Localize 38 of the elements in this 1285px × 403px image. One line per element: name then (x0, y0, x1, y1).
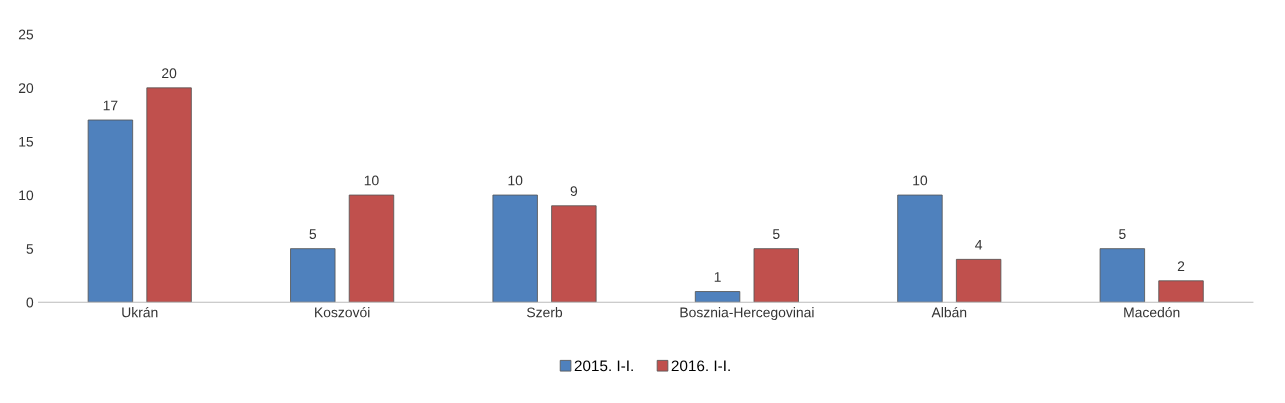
y-tick-label: 25 (18, 29, 34, 40)
bar (290, 248, 336, 303)
bar (492, 194, 538, 303)
x-tick-label: Albán (931, 306, 967, 318)
data-label: 10 (364, 175, 379, 186)
bar (146, 87, 192, 303)
x-tick-label: Ukrán (122, 306, 158, 318)
bar (348, 194, 395, 303)
data-label: 9 (570, 186, 578, 197)
data-label: 2 (1177, 261, 1185, 271)
data-label: 5 (1119, 229, 1126, 239)
bar (1099, 248, 1146, 303)
data-label: 5 (309, 229, 317, 239)
y-tick-label: 15 (19, 136, 34, 147)
bar (897, 194, 943, 303)
bar (694, 291, 741, 303)
x-tick-label: Szerb (527, 307, 563, 318)
x-tick-label: Koszovói (315, 306, 370, 318)
y-tick-label: 5 (26, 244, 34, 254)
x-tick-label: Bosznia-Hercegovinai (680, 307, 814, 321)
bar (753, 248, 799, 303)
y-tick-label: 0 (26, 297, 34, 308)
data-label: 5 (772, 229, 780, 239)
data-label: 4 (975, 239, 983, 250)
y-tick-label: 20 (18, 83, 34, 94)
bar (1158, 280, 1204, 303)
legend-label: 2015. I-I. (574, 360, 633, 372)
bar (87, 119, 134, 303)
data-label: 17 (103, 100, 118, 111)
bar (551, 205, 597, 303)
data-label: 10 (913, 175, 928, 186)
x-tick-label: Macedón (1124, 306, 1180, 318)
data-label: 10 (508, 175, 523, 186)
y-tick-label: 10 (19, 190, 34, 201)
data-label: 20 (162, 68, 177, 79)
data-label: 1 (714, 272, 721, 282)
bar (955, 258, 1002, 303)
legend-label: 2016. I-I. (671, 360, 730, 372)
